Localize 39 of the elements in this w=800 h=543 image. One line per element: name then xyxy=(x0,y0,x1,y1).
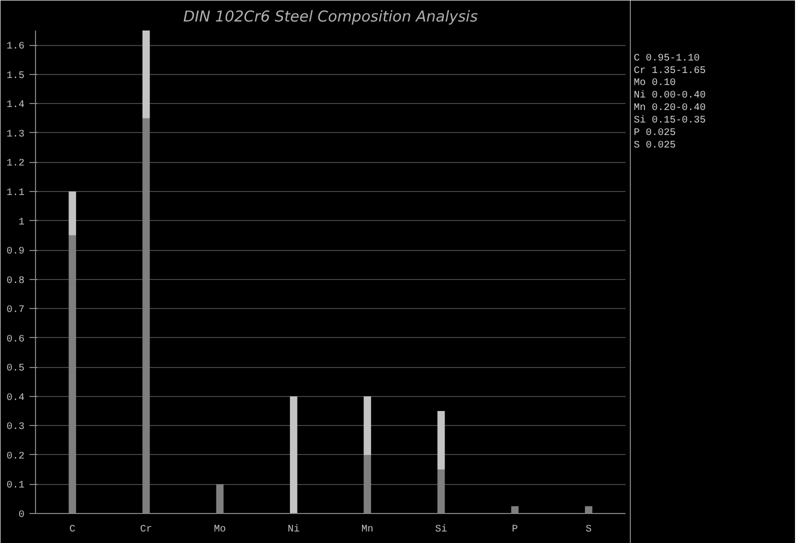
y-tick-label: 0.5 xyxy=(6,364,25,375)
x-tick-label: Ni xyxy=(288,524,300,536)
x-tick-label: C xyxy=(69,524,76,536)
y-tick-label: 0 xyxy=(18,510,25,521)
y-tick-label: 0.9 xyxy=(6,246,25,258)
y-tick-label: 0.3 xyxy=(6,422,25,434)
text: Si 0.15-0.35 xyxy=(634,114,706,127)
x-tick-label: Cr xyxy=(140,524,152,536)
y-tick-label: 1.2 xyxy=(6,158,25,170)
text: Cr 1.35-1.65 xyxy=(634,66,706,77)
x-tick-label: P xyxy=(512,524,518,536)
y-tick-label: 1.5 xyxy=(6,70,25,82)
x-tick-label: Mn xyxy=(361,524,374,536)
bar xyxy=(364,396,372,455)
text: Mn 0.20-0.40 xyxy=(634,103,706,114)
y-tick-label: 1.4 xyxy=(6,100,25,112)
y-tick-label: 1.1 xyxy=(6,188,25,199)
bar xyxy=(437,411,445,470)
bar xyxy=(290,396,298,514)
chart-title: DIN 102Cr6 Steel Composition Analysis xyxy=(183,8,478,26)
text: Ni 0.00-0.40 xyxy=(634,90,706,102)
y-tick-label: 1 xyxy=(18,217,25,228)
y-tick-label: 0.1 xyxy=(6,480,25,492)
text: S 0.025 xyxy=(634,140,676,152)
y-tick-label: 0.8 xyxy=(6,276,25,287)
y-tick-label: 1.6 xyxy=(6,42,25,53)
x-tick-label: Si xyxy=(435,524,448,536)
bar xyxy=(68,192,76,236)
text: Mo 0.10 xyxy=(634,78,676,90)
text: P 0.025 xyxy=(634,128,676,140)
y-tick-label: 0.6 xyxy=(6,334,25,346)
x-tick-label: Mo xyxy=(214,524,226,536)
y-tick-label: 0.2 xyxy=(6,451,25,462)
y-tick-label: 0.7 xyxy=(6,305,25,316)
text: C 0.95-1.10 xyxy=(634,53,700,64)
bar xyxy=(142,30,150,118)
x-tick-label: S xyxy=(586,524,592,536)
y-tick-label: 0.4 xyxy=(6,392,25,404)
y-tick-label: 1.3 xyxy=(6,129,25,140)
